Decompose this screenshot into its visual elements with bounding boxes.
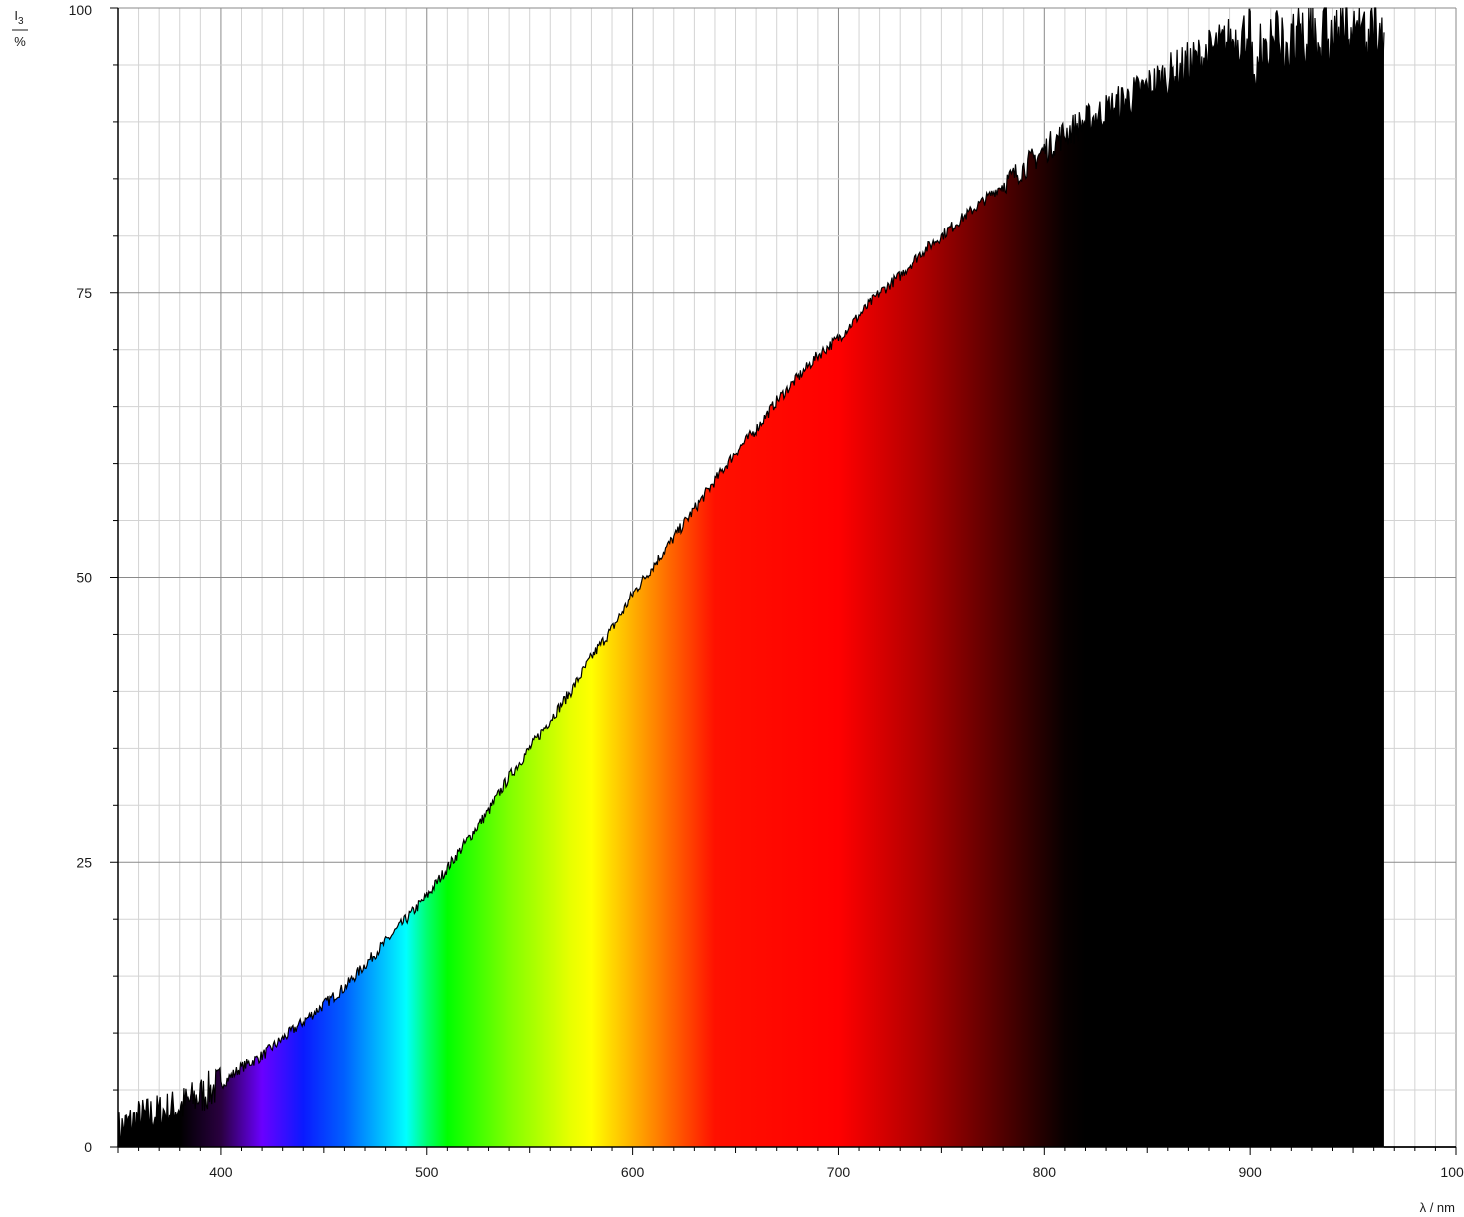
y-tick-label: 100	[69, 2, 93, 18]
axes	[110, 7, 1457, 1155]
series-line	[117, 7, 1385, 1148]
x-axis-label: λ / nm	[1420, 1200, 1455, 1215]
x-tick-label: 600	[621, 1164, 645, 1180]
x-tick-label: 700	[827, 1164, 851, 1180]
y-tick-label: 25	[76, 854, 92, 870]
x-tick-label: 900	[1238, 1164, 1262, 1180]
x-tick-label: 800	[1033, 1164, 1057, 1180]
y-axis-title: I3 %	[12, 8, 28, 49]
y-axis-unit: %	[14, 34, 26, 49]
x-tick-label: 400	[209, 1164, 233, 1180]
y-axis-symbol: I3	[14, 8, 24, 27]
y-tick-label: 0	[84, 1139, 92, 1155]
y-tick-label: 50	[76, 570, 92, 586]
y-tick-label: 75	[76, 285, 92, 301]
x-tick-label: 500	[415, 1164, 439, 1180]
